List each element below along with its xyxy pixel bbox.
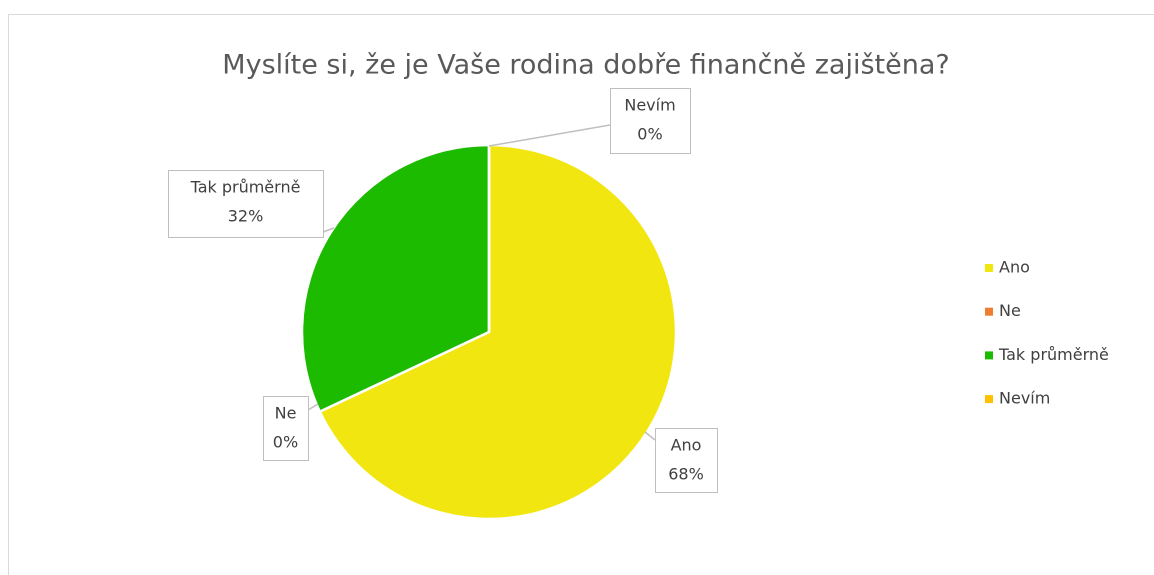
label-box (655, 428, 718, 493)
label-box (610, 88, 691, 154)
legend-label: Nevím (999, 389, 1050, 408)
data-label-value: 32% (228, 207, 264, 226)
data-label-value: 0% (273, 433, 298, 452)
chart-title: Myslíte si, že je Vaše rodina dobře fina… (222, 50, 949, 81)
legend-swatch (985, 264, 993, 272)
legend-swatch (985, 351, 993, 360)
legend-label: Ne (999, 301, 1021, 320)
legend-label: Tak průměrně (998, 345, 1109, 364)
leader-line (488, 124, 611, 147)
label-box (263, 396, 309, 461)
data-label-name: Nevím (624, 96, 675, 115)
data-label-value: 0% (637, 125, 662, 144)
data-label-value: 68% (668, 465, 704, 484)
legend-swatch (985, 307, 993, 316)
label-box (168, 170, 324, 238)
legend-swatch (985, 395, 993, 404)
leader-line (644, 431, 656, 441)
data-label-name: Tak průměrně (190, 178, 301, 197)
pie-slice (300, 143, 491, 414)
leader-line (322, 227, 335, 233)
leader-line (307, 403, 319, 411)
data-label-name: Ne (275, 404, 297, 423)
legend-label: Ano (999, 258, 1030, 277)
data-label-name: Ano (671, 436, 702, 455)
pie-slice (318, 143, 678, 521)
